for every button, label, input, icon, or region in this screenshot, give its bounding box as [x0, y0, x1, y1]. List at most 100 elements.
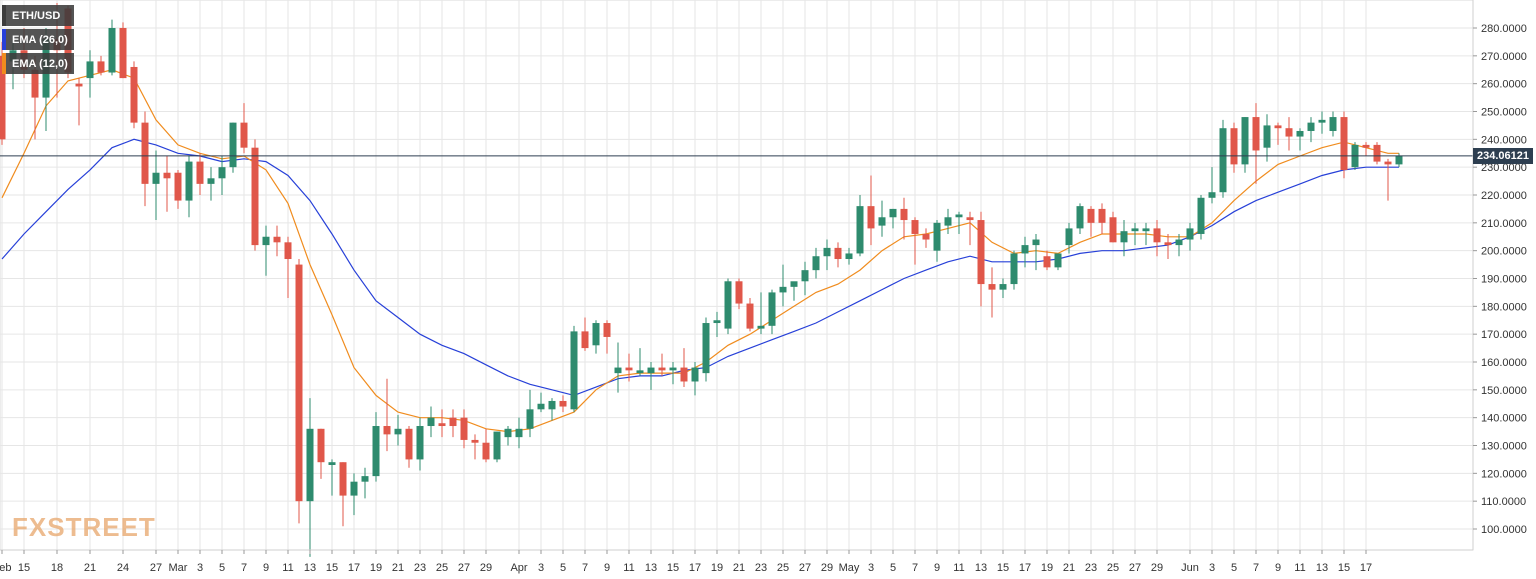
- candle: [1010, 250, 1018, 290]
- legend-label: EMA (12,0): [12, 57, 68, 70]
- x-tick-label: 27: [458, 562, 470, 574]
- legend-item-ema26[interactable]: EMA (26,0): [2, 29, 74, 50]
- candle: [669, 362, 677, 385]
- candle: [97, 55, 105, 76]
- candle-body: [482, 442, 490, 460]
- candle-body: [1318, 119, 1326, 123]
- x-tick-label: 21: [1063, 562, 1075, 574]
- candles-series: [0, 2, 1403, 557]
- candle-body: [581, 331, 589, 349]
- candle: [856, 195, 864, 257]
- candle-body: [1054, 253, 1062, 268]
- y-tick-label: 250.0000: [1481, 107, 1527, 119]
- candle: [108, 19, 116, 76]
- candle-body: [724, 281, 732, 329]
- candle-body: [229, 122, 237, 168]
- x-tick-label: 11: [623, 562, 634, 574]
- candle-body: [1098, 208, 1106, 223]
- x-tick-label: 5: [219, 562, 225, 574]
- x-tick-label: 19: [1041, 562, 1053, 574]
- candle: [614, 342, 622, 393]
- candle: [1142, 222, 1150, 246]
- y-tick-label: 190.0000: [1481, 274, 1527, 286]
- x-tick-label: 3: [868, 562, 874, 574]
- x-tick-label: 3: [1209, 562, 1215, 574]
- x-tick-label: Mar: [169, 562, 188, 574]
- candle: [405, 426, 413, 468]
- candle-body: [889, 208, 897, 218]
- x-tick-label: 13: [304, 562, 316, 574]
- y-tick-label: 200.0000: [1481, 246, 1527, 258]
- candle: [1318, 111, 1326, 134]
- candle: [559, 395, 567, 413]
- candle: [977, 211, 985, 307]
- candle-body: [383, 426, 391, 435]
- candle: [867, 175, 875, 246]
- x-tick-label: 7: [1253, 562, 1259, 574]
- candle: [273, 225, 281, 257]
- candle-body: [537, 403, 545, 410]
- candle-body: [746, 303, 754, 329]
- candle-body: [86, 61, 94, 79]
- candle: [1065, 222, 1073, 254]
- legend-swatch: [2, 5, 6, 26]
- y-tick-label: 230.0000: [1481, 162, 1527, 174]
- x-tick-label: 21: [84, 562, 96, 574]
- candle-body: [570, 331, 578, 410]
- candle: [1164, 233, 1172, 260]
- candle-body: [75, 83, 83, 87]
- candle: [1263, 114, 1271, 162]
- legend-item-ethusd[interactable]: ETH/USD: [2, 5, 74, 26]
- candle-body: [856, 206, 864, 254]
- candle: [779, 264, 787, 307]
- candle-body: [317, 428, 325, 463]
- candle-body: [174, 172, 182, 201]
- candle: [1219, 119, 1227, 198]
- candle-body: [1219, 128, 1227, 193]
- candle-body: [691, 367, 699, 382]
- candle: [317, 428, 325, 479]
- candle: [900, 197, 908, 240]
- logo-part-fx: FX: [12, 512, 48, 542]
- candle-body: [141, 122, 149, 184]
- candle: [988, 267, 996, 318]
- candle-body: [119, 28, 127, 79]
- x-tick-label: 13: [1316, 562, 1328, 574]
- candle-body: [185, 161, 193, 201]
- candle-body: [1142, 228, 1150, 232]
- candle: [251, 139, 259, 251]
- candle: [1296, 128, 1304, 151]
- candle: [1208, 167, 1216, 204]
- x-axis: Feb 15 18 21 24 27 Mar 3 5 7 9 11 13 15 17 19 21 23 25 27 29…: [0, 549, 1473, 574]
- x-tick-label: 17: [689, 562, 701, 574]
- x-tick-label: 13: [975, 562, 987, 574]
- candle: [1252, 103, 1260, 184]
- candle-body: [845, 253, 853, 260]
- candle: [1032, 233, 1040, 271]
- candle: [185, 156, 193, 218]
- candle: [229, 122, 237, 173]
- candle: [1043, 250, 1051, 271]
- candle-body: [207, 178, 215, 184]
- candle: [361, 467, 369, 499]
- candle-body: [834, 247, 842, 260]
- candle: [966, 211, 974, 246]
- candle: [1131, 222, 1139, 246]
- candle: [262, 225, 270, 276]
- candle-body: [339, 462, 347, 496]
- x-tick-label: 9: [934, 562, 940, 574]
- legend-item-ema12[interactable]: EMA (12,0): [2, 53, 74, 74]
- candle-body: [955, 214, 963, 218]
- candle: [1373, 142, 1381, 165]
- x-tick-label: 5: [1231, 562, 1237, 574]
- candle: [515, 417, 523, 449]
- candle: [944, 208, 952, 234]
- x-tick-label: 17: [348, 562, 360, 574]
- x-tick-label: 11: [1294, 562, 1305, 574]
- candle: [449, 409, 457, 438]
- candle: [570, 325, 578, 413]
- candle-body: [130, 66, 138, 123]
- legend-label: ETH/USD: [12, 9, 61, 22]
- x-tick-label: 7: [582, 562, 588, 574]
